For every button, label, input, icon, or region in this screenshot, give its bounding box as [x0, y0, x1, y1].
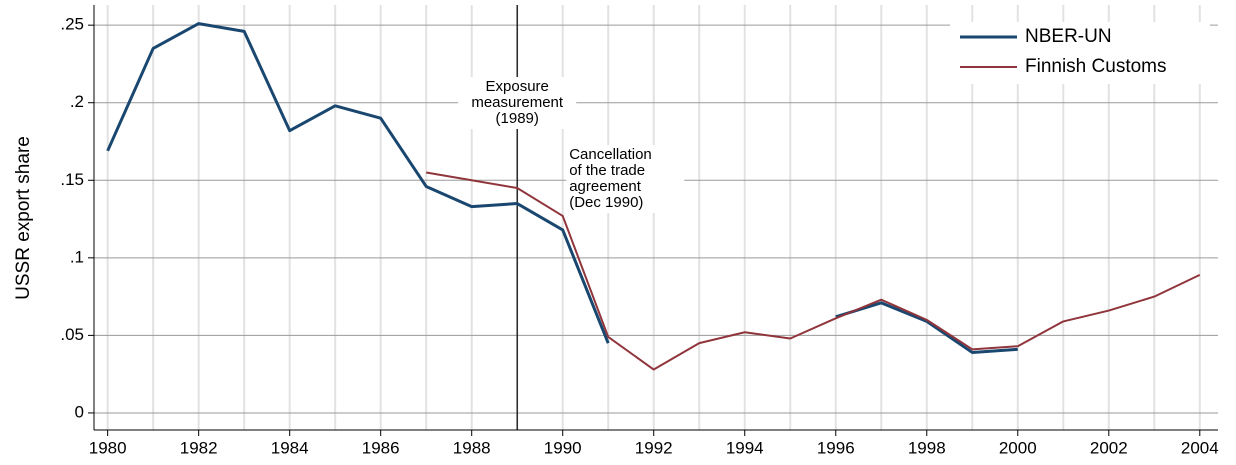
- x-tick-label: 1984: [271, 438, 309, 457]
- x-tick-label: 2002: [1090, 438, 1128, 457]
- annotation-background: [566, 145, 685, 213]
- legend-label: NBER-UN: [1025, 26, 1112, 47]
- y-tick-label: .2: [70, 92, 84, 111]
- x-tick-label: 1980: [89, 438, 127, 457]
- annotation: measurement: [471, 94, 564, 111]
- x-tick-label: 1994: [726, 438, 764, 457]
- annotation-background: [458, 77, 577, 129]
- y-tick-label: .25: [60, 15, 84, 34]
- x-tick-label: 2004: [1181, 438, 1219, 457]
- x-tick-label: 1986: [362, 438, 400, 457]
- annotation: (Dec 1990): [569, 194, 643, 211]
- x-tick-label: 1988: [453, 438, 491, 457]
- y-tick-label: .15: [60, 170, 84, 189]
- y-tick-label: .05: [60, 325, 84, 344]
- series-line: [835, 301, 1018, 354]
- y-tick-label: 0: [75, 402, 84, 421]
- annotation: Exposure: [486, 78, 549, 95]
- x-tick-label: 1998: [908, 438, 946, 457]
- x-tick-label: 1996: [817, 438, 855, 457]
- annotation: of the trade: [569, 162, 645, 179]
- series-line: [426, 171, 1201, 371]
- series-line: [106, 22, 610, 344]
- legend-background: [950, 22, 1210, 84]
- annotation: Cancellation: [569, 146, 652, 163]
- y-tick-label: .1: [70, 247, 84, 266]
- annotation: agreement: [569, 178, 642, 195]
- x-tick-label: 2000: [999, 438, 1037, 457]
- x-tick-label: 1992: [635, 438, 673, 457]
- x-tick-label: 1990: [544, 438, 582, 457]
- x-tick-label: 1982: [180, 438, 218, 457]
- y-axis-label: USSR export share: [13, 136, 34, 300]
- legend-label: Finnish Customs: [1025, 56, 1167, 77]
- annotation: (1989): [496, 110, 539, 127]
